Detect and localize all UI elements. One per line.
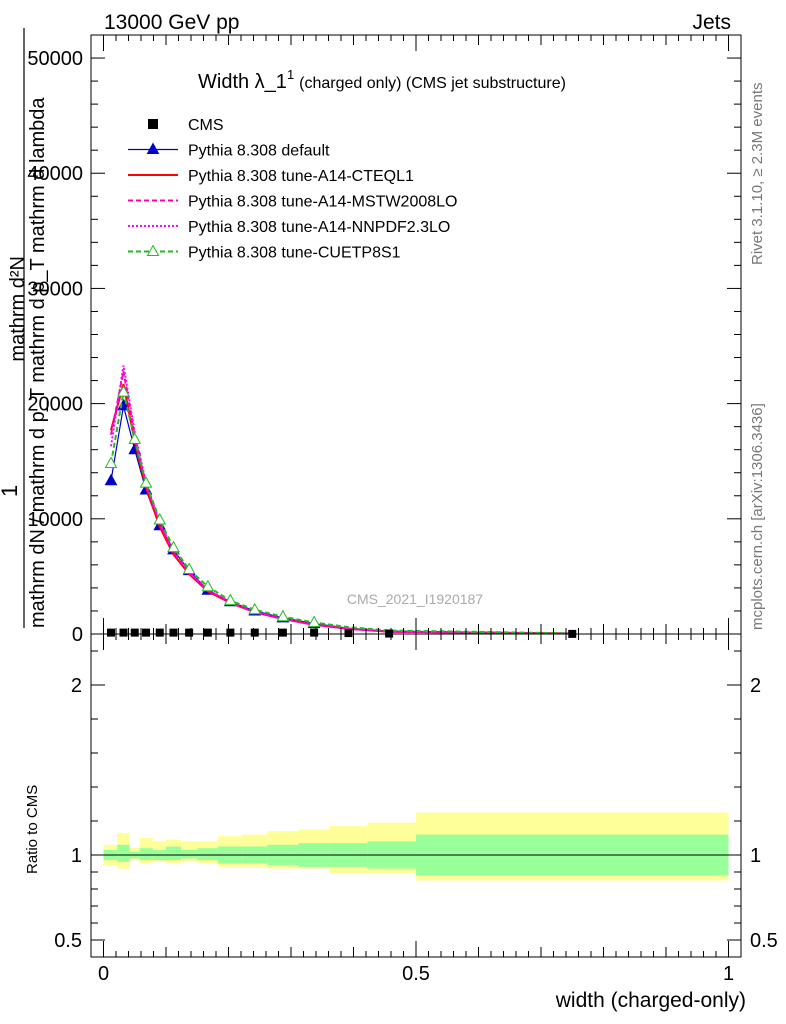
legend-label: Pythia 8.308 tune-A14-CTEQL1 [188, 168, 414, 185]
ratio-band-inner [117, 844, 130, 862]
series-line [110, 383, 573, 635]
ratio-panel: 0 0.5 1 0.5 0.5 1 1 2 2 [54, 633, 778, 985]
series-point [201, 579, 215, 592]
ratio-band-inner [166, 846, 181, 861]
legend: CMS Pythia 8.308 default Pythia 8.308 tune… [128, 117, 457, 262]
main-ylabel-num: 1 [0, 485, 22, 497]
y-tick-label: 10000 [27, 509, 83, 531]
series-point [248, 602, 262, 615]
x-tick-label: 0 [98, 963, 109, 985]
main-ylabel-bottom: mathrm dN / mathrm d p_T mathrm d p_T ma… [27, 97, 49, 628]
y-tick-label: 20000 [27, 394, 83, 416]
data-point [169, 628, 178, 637]
series-point [276, 609, 290, 622]
data-point [203, 628, 212, 637]
legend-label: CMS [188, 117, 224, 134]
data-point [107, 628, 115, 637]
chart-title-main: Width λ_1 [198, 71, 287, 93]
series-point [307, 615, 321, 627]
series-line [110, 371, 573, 635]
y-tick-label: 40000 [27, 163, 83, 185]
data-point [310, 628, 319, 637]
ratio-y-tick-label: 2 [71, 675, 82, 697]
x-axis-label: width (charged-only) [555, 989, 746, 1012]
mcplots-label: mcplots.cern.ch [arXiv:1306.3436] [749, 403, 766, 630]
series-point [167, 540, 180, 553]
ratio-band-inner [197, 848, 218, 861]
series-point [224, 593, 237, 606]
series-point [139, 476, 153, 488]
header-right: Jets [692, 11, 731, 34]
data-point [142, 628, 150, 637]
main-y-axis-label: 1 mathrm d²N mathrm dN / mathrm d p_T ma… [0, 28, 49, 628]
data-point [130, 628, 139, 637]
ratio-y-tick-label: 1 [71, 845, 82, 867]
ratio-y-tick-label-right: 2 [750, 675, 761, 697]
series-line [110, 391, 573, 635]
y-tick-label: 50000 [27, 48, 83, 70]
data-point [344, 629, 353, 638]
series-point [128, 432, 142, 444]
series-point [117, 385, 130, 397]
watermark: CMS_2021_I1920187 [347, 591, 483, 607]
main-panel: 0 10000 20000 30000 40000 50000 [27, 34, 742, 646]
rivet-label: Rivet 3.1.10, ≥ 2.3M events [749, 83, 766, 266]
data-point [185, 628, 194, 637]
y-tick-label: 0 [72, 624, 83, 646]
series-point [104, 473, 118, 486]
series-point [104, 456, 118, 469]
legend-label: Pythia 8.308 tune-CUETP8S1 [188, 245, 401, 262]
chart-title-sup: 1 [287, 67, 294, 82]
data-point [119, 628, 128, 637]
ratio-y-axis-label: Ratio to CMS [24, 785, 41, 874]
header-left: 13000 GeV pp [104, 11, 239, 34]
legend-label: Pythia 8.308 tune-A14-MSTW2008LO [188, 194, 457, 211]
legend-marker [146, 244, 160, 256]
series-line [110, 405, 573, 635]
legend-label: Pythia 8.308 default [188, 143, 330, 160]
x-tick-label: 1 [723, 963, 734, 985]
chart-title: Width λ_11 (charged only) (CMS jet substr… [198, 67, 566, 93]
data-point [250, 628, 259, 637]
ratio-frame [90, 633, 742, 958]
ratio-band-inner [139, 848, 153, 861]
x-tick-label: 0.5 [402, 963, 430, 985]
ratio-y-tick-label-right: 1 [750, 845, 761, 867]
main-ylabel-top: mathrm d²N [7, 256, 29, 362]
series-point [153, 512, 167, 525]
data-point [278, 628, 287, 637]
ratio-band-inner [181, 849, 198, 859]
chart-title-rest: (charged only) (CMS jet substructure) [299, 75, 566, 92]
legend-label: Pythia 8.308 tune-A14-NNPDF2.3LO [188, 219, 450, 236]
series-line [110, 365, 573, 635]
y-tick-label: 30000 [27, 278, 83, 300]
ratio-y-tick-label-right: 0.5 [750, 930, 778, 952]
legend-marker [146, 142, 160, 154]
series-point [182, 562, 196, 574]
legend-marker [148, 119, 158, 129]
ratio-y-tick-label: 0.5 [54, 930, 82, 952]
data-point [226, 628, 235, 637]
data-point [155, 628, 164, 637]
